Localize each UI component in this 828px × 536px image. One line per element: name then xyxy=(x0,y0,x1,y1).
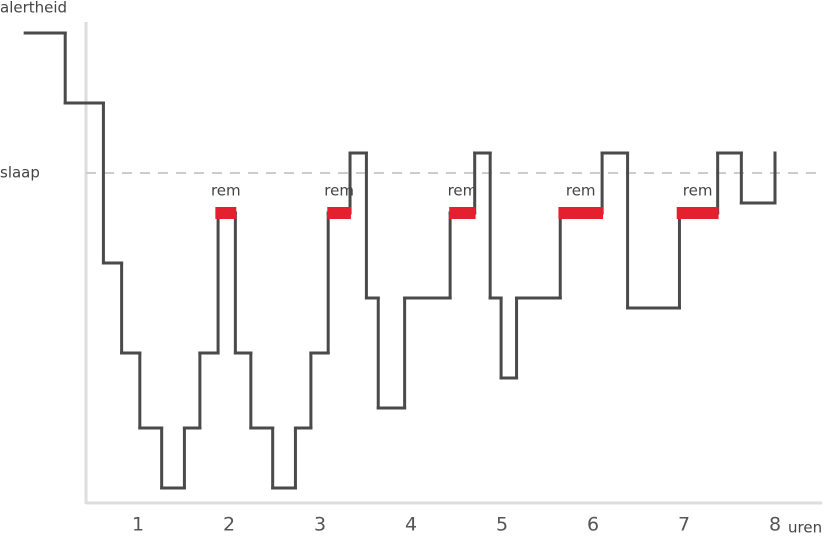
x-tick-label: 7 xyxy=(678,514,690,536)
x-tick-label: 5 xyxy=(496,514,508,536)
rem-bar xyxy=(676,207,719,219)
rem-label: rem xyxy=(448,182,478,200)
rem-bar xyxy=(327,207,351,219)
rem-label: rem xyxy=(683,182,713,200)
rem-bar xyxy=(558,207,604,219)
x-axis-label: uren xyxy=(788,519,822,536)
x-tick-label: 1 xyxy=(132,514,144,536)
rem-label: rem xyxy=(566,182,596,200)
x-tick-label: 4 xyxy=(405,514,417,536)
rem-bar xyxy=(449,207,476,219)
x-tick-label: 8 xyxy=(769,514,781,536)
rem-bar xyxy=(215,207,237,219)
x-tick-label: 6 xyxy=(587,514,599,536)
rem-label: rem xyxy=(324,182,354,200)
reference-label: slaap xyxy=(0,164,40,182)
x-tick-label: 2 xyxy=(223,514,235,536)
rem-label: rem xyxy=(211,182,241,200)
x-tick-label: 3 xyxy=(314,514,326,536)
y-axis-label: alertheid xyxy=(0,0,67,17)
